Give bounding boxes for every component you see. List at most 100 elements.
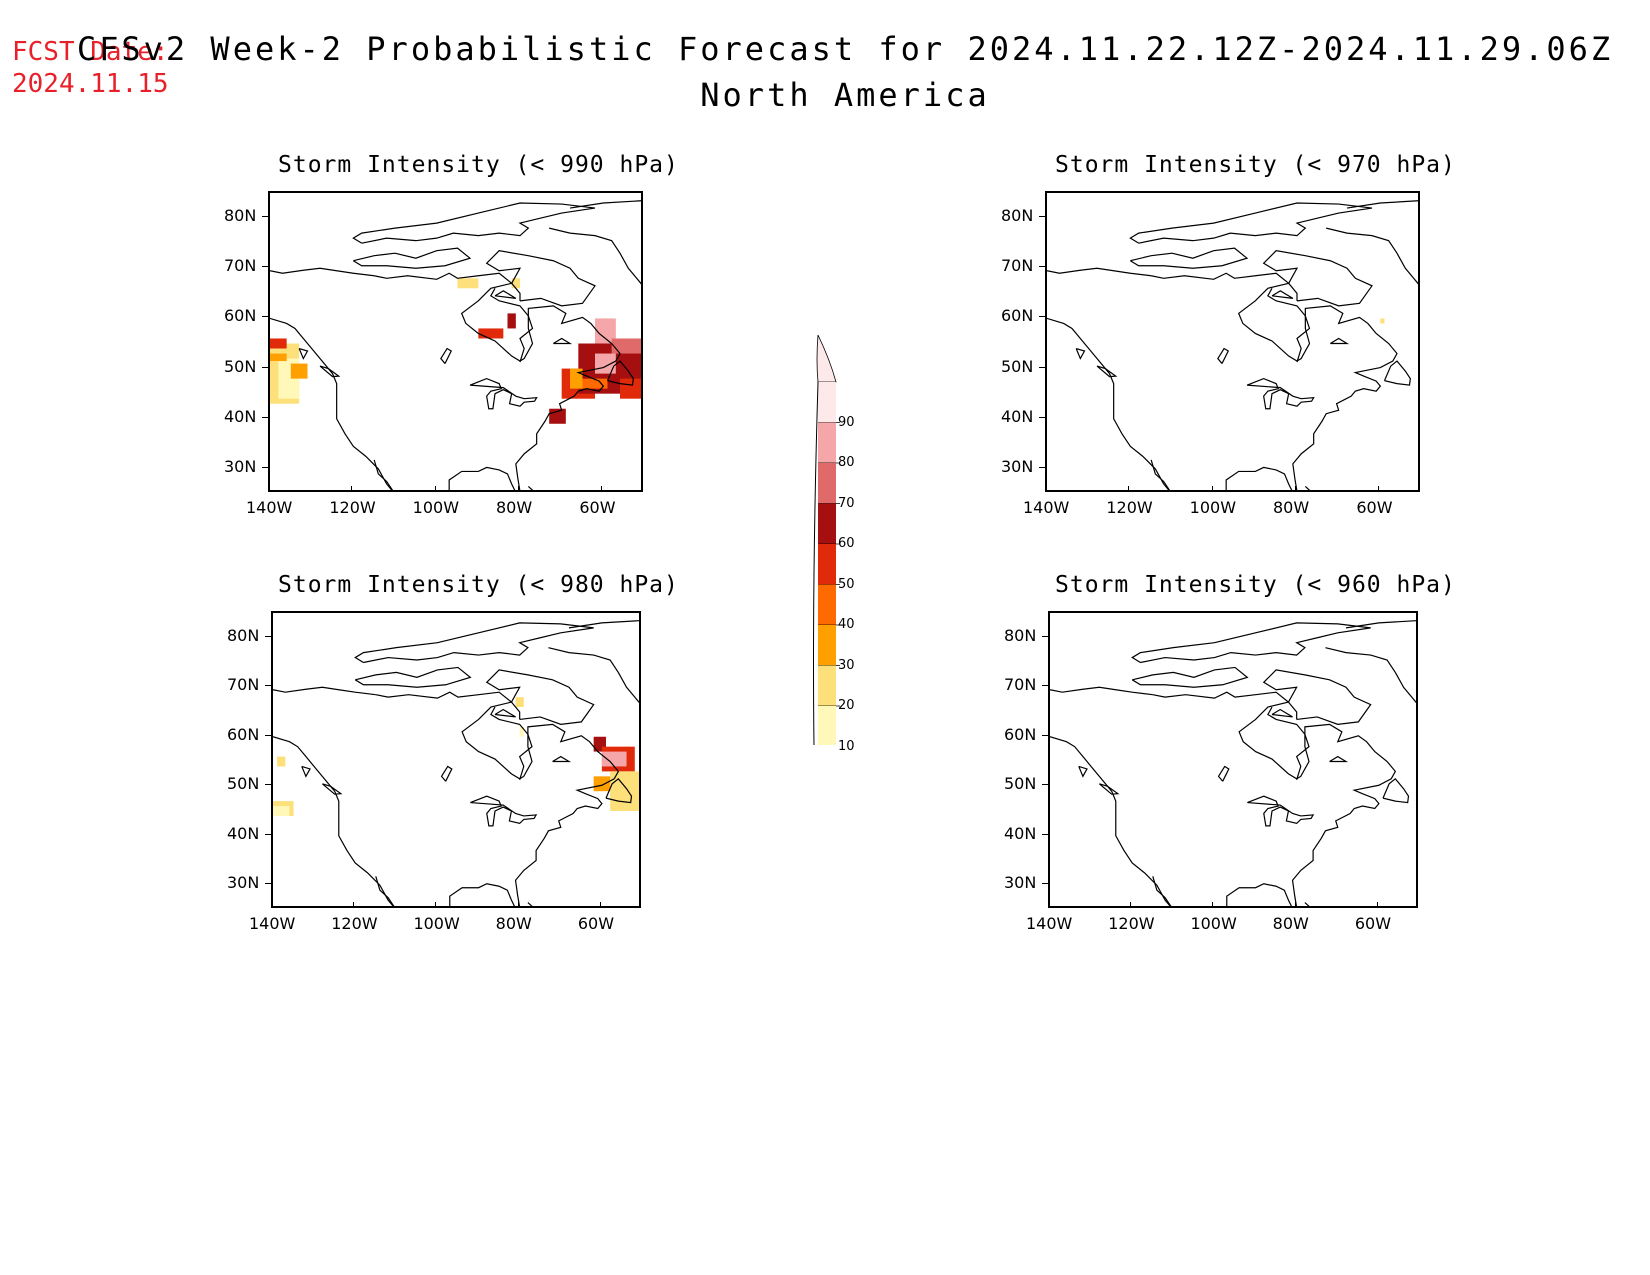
panel-title-990: Storm Intensity (< 990 hPa) <box>278 152 679 178</box>
coastline <box>1130 247 1249 269</box>
lat-tick <box>262 316 268 318</box>
coastline <box>606 360 634 386</box>
coastline <box>1217 347 1230 364</box>
lon-tick <box>351 486 353 492</box>
colorbar-segment <box>818 503 836 544</box>
lon-tick-label: 80W <box>496 498 533 517</box>
coastline <box>1325 647 1416 704</box>
colorbar <box>813 335 840 745</box>
lon-tick-label: 100W <box>412 498 460 517</box>
colorbar-segment <box>818 544 836 585</box>
lat-tick <box>1039 466 1045 468</box>
coastline <box>353 247 472 269</box>
lat-tick <box>262 416 268 418</box>
map-panel-990 <box>268 191 643 492</box>
lon-tick-label: 80W <box>1273 498 1310 517</box>
probability-cell <box>270 338 287 349</box>
probability-cell <box>478 328 504 339</box>
coastline <box>273 736 394 906</box>
colorbar-segment <box>818 422 836 463</box>
coastline <box>490 288 534 363</box>
lon-tick <box>1048 902 1049 908</box>
colorbar-segment <box>818 463 836 504</box>
coastline <box>548 647 639 704</box>
probability-cell <box>515 697 524 708</box>
coastline <box>1247 795 1315 827</box>
colorbar-top-tip <box>816 335 837 383</box>
coastline <box>1047 317 1170 490</box>
coastline <box>485 250 596 307</box>
lat-tick <box>1042 635 1048 637</box>
lat-tick-label: 50N <box>224 356 257 376</box>
coastline <box>1330 337 1350 345</box>
panel-title-960: Storm Intensity (< 960 hPa) <box>1055 572 1456 598</box>
lon-tick-label: 140W <box>1023 498 1070 517</box>
coastline <box>440 347 453 364</box>
lon-tick <box>599 902 601 908</box>
lon-tick-label: 60W <box>1356 498 1393 517</box>
lon-tick <box>268 486 269 492</box>
lat-tick <box>262 266 268 268</box>
probability-cell <box>457 278 479 289</box>
lat-tick-label: 50N <box>1004 774 1037 794</box>
coastline <box>1098 783 1120 795</box>
coastline <box>373 459 394 490</box>
coastline <box>270 267 375 277</box>
lat-tick <box>1042 784 1048 786</box>
coastline <box>1267 706 1310 780</box>
probability-cell <box>595 318 616 344</box>
coastline <box>321 783 343 795</box>
lat-tick-label: 50N <box>1001 356 1034 376</box>
coastline <box>1346 200 1418 209</box>
coastline <box>1129 202 1373 244</box>
lat-tick <box>1039 316 1045 318</box>
lat-tick <box>1039 266 1045 268</box>
probability-cell <box>511 278 520 289</box>
coastline <box>375 876 395 906</box>
coastline <box>273 686 376 696</box>
lon-tick-label: 100W <box>1190 914 1237 933</box>
colorbar-segment <box>818 584 836 625</box>
lat-tick-label: 80N <box>1001 206 1034 226</box>
lon-tick-label: 60W <box>579 498 616 517</box>
lon-tick <box>1211 486 1213 492</box>
coastline <box>568 620 639 629</box>
lon-tick-label: 60W <box>577 914 615 933</box>
coastline <box>1304 902 1310 906</box>
lat-tick-label: 80N <box>1004 625 1037 645</box>
lat-tick <box>265 784 271 786</box>
map-panel-970 <box>1045 191 1420 492</box>
coastline <box>1096 365 1118 378</box>
coastline <box>1326 227 1418 285</box>
lat-tick-label: 30N <box>227 873 260 893</box>
probability-cell <box>593 776 611 792</box>
coastline <box>1246 377 1315 410</box>
coastline <box>490 706 533 780</box>
lon-tick <box>1130 902 1132 908</box>
probability-cell <box>273 806 290 816</box>
lon-tick <box>1128 486 1130 492</box>
lat-tick-label: 40N <box>1001 406 1034 426</box>
coastline <box>374 272 621 490</box>
colorbar-outline <box>813 381 819 745</box>
colorbar-label: 40 <box>838 617 855 632</box>
coastline <box>1345 620 1416 629</box>
coastline <box>494 708 516 718</box>
lat-tick-label: 80N <box>227 625 260 645</box>
colorbar-segment <box>818 665 836 706</box>
coastline <box>1304 486 1311 490</box>
probability-cell <box>270 353 287 362</box>
map-canvas <box>1047 200 1418 490</box>
coastline <box>1150 459 1171 490</box>
lon-tick-label: 100W <box>413 914 460 933</box>
lat-tick <box>262 466 268 468</box>
colorbar-segment <box>818 625 836 666</box>
lon-tick <box>1045 486 1046 492</box>
lat-tick-label: 60N <box>224 306 257 326</box>
coastline <box>605 777 633 804</box>
forecast-date-value: 2024.11.15 <box>12 69 169 99</box>
coastline <box>1262 669 1372 725</box>
lat-tick <box>265 685 271 687</box>
coastline <box>270 317 393 490</box>
lon-tick-label: 80W <box>495 914 532 933</box>
